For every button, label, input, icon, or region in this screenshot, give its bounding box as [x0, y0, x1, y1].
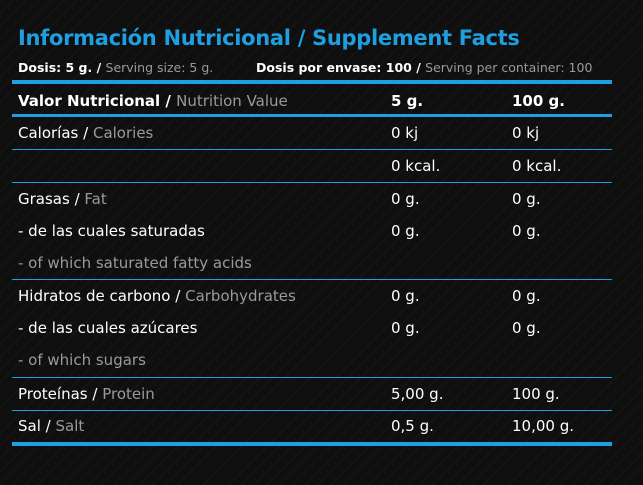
header-rule — [12, 114, 612, 117]
row-divider — [12, 182, 612, 183]
table-row: - of which saturated fatty acids — [18, 254, 252, 272]
table-header: Valor Nutricional / Nutrition Value 5 g.… — [18, 92, 565, 110]
serving-info: Dosis: 5 g. / Serving size: 5 g. Dosis p… — [18, 60, 625, 75]
servings-per-container: Dosis por envase: 100 / Serving per cont… — [256, 60, 593, 75]
table-row: Proteínas / Protein 5,00 g. 100 g. — [18, 385, 560, 403]
row-divider — [12, 377, 612, 378]
row-divider — [12, 410, 612, 411]
table-row: - de las cuales saturadas 0 g. 0 g. — [18, 222, 541, 240]
table-row: 0 kcal. 0 kcal. — [391, 157, 562, 175]
row-divider — [12, 279, 612, 280]
row-divider — [12, 149, 612, 150]
table-row: Grasas / Fat 0 g. 0 g. — [18, 190, 541, 208]
page-title: Información Nutricional / Supplement Fac… — [18, 26, 520, 50]
serving-size: Dosis: 5 g. / Serving size: 5 g. — [18, 60, 214, 75]
table-row: Calorías / Calories 0 kj 0 kj — [18, 124, 540, 142]
top-rule — [12, 80, 612, 84]
table-row: - of which sugars — [18, 351, 146, 369]
bottom-rule — [12, 442, 612, 446]
table-row: - de las cuales azúcares 0 g. 0 g. — [18, 319, 541, 337]
table-row: Sal / Salt 0,5 g. 10,00 g. — [18, 417, 574, 435]
table-row: Hidratos de carbono / Carbohydrates 0 g.… — [18, 287, 541, 305]
